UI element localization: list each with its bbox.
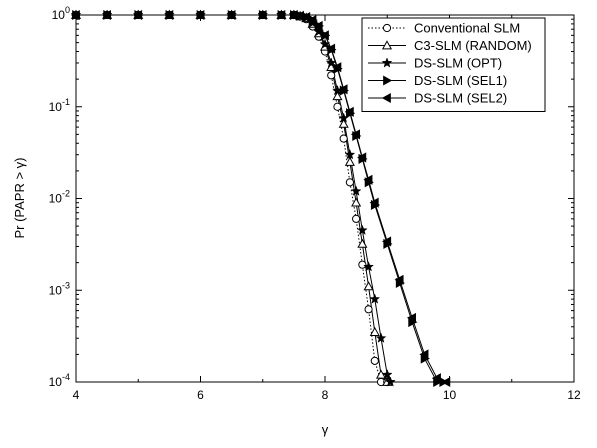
legend-label: C3-SLM (RANDOM) <box>414 38 532 53</box>
y-tick-mantissa: 10 <box>49 100 63 114</box>
series-0-marker <box>364 305 373 314</box>
series-2-marker <box>375 332 387 343</box>
y-tick-exponent: -3 <box>62 280 70 290</box>
y-tick-label: 10-2 <box>49 189 70 206</box>
y-tick-mantissa: 10 <box>49 375 63 389</box>
y-tick-label: 10-1 <box>49 97 70 114</box>
series-1-marker <box>351 197 362 207</box>
legend-swatch-marker <box>383 75 393 86</box>
series-2-marker <box>381 369 393 380</box>
series-1-marker <box>363 281 374 291</box>
axis-ticks <box>75 14 575 383</box>
series-4-marker <box>406 312 417 323</box>
y-tick-exponent: -1 <box>62 97 70 107</box>
series-4-marker <box>226 9 236 21</box>
legend-label: Conventional SLM <box>414 21 520 36</box>
y-tick-mantissa: 10 <box>49 192 63 206</box>
series-4-marker <box>357 152 367 163</box>
legend-label: DS-SLM (SEL2) <box>414 91 507 106</box>
y-axis-label: Pr (PAPR > γ) <box>12 157 27 238</box>
y-tick-exponent: -2 <box>62 189 70 199</box>
series-0-marker <box>339 134 348 143</box>
y-tick-exponent: 0 <box>65 5 70 15</box>
series-1-marker <box>332 91 343 101</box>
series-1-marker <box>375 369 387 379</box>
series-4-marker <box>369 197 379 208</box>
y-tick-label: 10-3 <box>49 280 70 297</box>
series-4-marker <box>363 174 373 185</box>
series-line-4 <box>76 14 447 383</box>
series-0-marker <box>327 71 336 80</box>
legend-swatch-marker <box>381 92 391 104</box>
series-1-marker <box>357 238 368 248</box>
series-2-marker <box>369 293 381 304</box>
x-tick-label: 4 <box>73 388 80 402</box>
series-2-marker <box>344 149 356 160</box>
y-tick-label: 10-4 <box>49 372 70 389</box>
x-tick-label: 10 <box>443 388 457 402</box>
x-tick-label: 12 <box>567 388 581 402</box>
x-tick-label: 6 <box>197 388 204 402</box>
series-4-marker <box>301 11 311 23</box>
legend-label: DS-SLM (SEL1) <box>414 73 507 88</box>
series-4-marker <box>394 274 404 285</box>
series-4-marker <box>431 373 441 384</box>
series-2-marker <box>319 38 331 49</box>
legend-swatch-marker <box>382 23 392 33</box>
series-4-marker <box>164 9 174 21</box>
series-4-marker <box>325 43 336 54</box>
y-tick-label: 100 <box>52 5 70 22</box>
y-tick-mantissa: 10 <box>52 8 66 22</box>
series-4-marker <box>332 62 342 73</box>
series-4-marker <box>350 129 360 140</box>
series-4-marker <box>307 15 317 26</box>
series-1-marker <box>369 326 380 336</box>
series-4-marker <box>344 106 354 117</box>
x-tick-label: 8 <box>322 388 329 402</box>
series-0-marker <box>370 356 379 365</box>
series-2-marker <box>356 224 368 235</box>
series-1-marker <box>344 156 355 166</box>
series-2-marker <box>325 57 337 68</box>
series-4-marker <box>101 9 111 21</box>
legend-label: DS-SLM (OPT) <box>414 56 502 71</box>
x-axis-label: γ <box>322 422 329 437</box>
series-0-marker <box>352 214 361 223</box>
legend-swatch-marker <box>381 57 393 68</box>
series-0-marker <box>333 102 342 111</box>
series-4-marker <box>313 20 323 31</box>
series-markers <box>70 9 451 388</box>
series-1-marker <box>338 118 349 128</box>
legend-swatch-marker <box>381 40 393 50</box>
series-4-marker <box>382 236 392 247</box>
series-0-marker <box>358 260 367 269</box>
series-0-marker <box>345 178 354 187</box>
series-2-marker <box>363 261 375 272</box>
y-tick-mantissa: 10 <box>49 283 63 297</box>
y-tick-exponent: -4 <box>62 372 70 382</box>
series-4-marker <box>276 9 286 21</box>
series-4-marker <box>319 30 329 41</box>
series-4-marker <box>419 349 429 360</box>
legend-box <box>361 17 546 112</box>
series-4-marker <box>338 84 348 95</box>
legend: Conventional SLM C3-SLM (RANDOM) DS-SLM (O… <box>361 17 546 112</box>
series-2-marker <box>350 185 362 196</box>
